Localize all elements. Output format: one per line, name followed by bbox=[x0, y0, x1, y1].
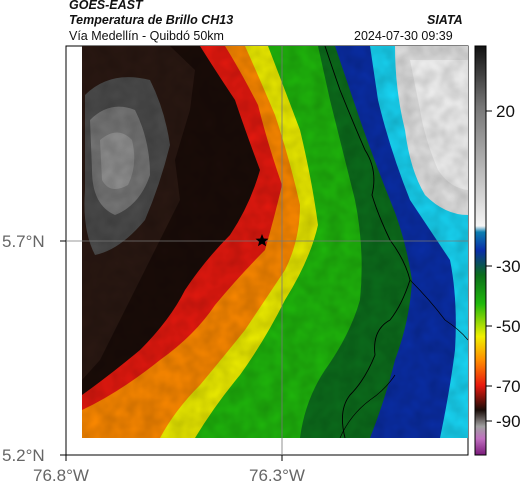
route-subtitle: Vía Medellín - Quibdó 50km bbox=[69, 29, 224, 43]
datetime-label: 2024-07-30 09:39 bbox=[354, 29, 453, 43]
lon-tick-2: 76.3°W bbox=[249, 466, 305, 485]
colorbar-label-minus50: -50 bbox=[496, 317, 521, 336]
star-marker bbox=[255, 234, 269, 247]
colorbar bbox=[474, 45, 487, 456]
lat-tick-2: 5.2°N bbox=[2, 446, 45, 465]
colorbar-label-20: 20 bbox=[496, 102, 515, 121]
colorbar-label-minus30: -30 bbox=[496, 257, 521, 276]
colorbar-label-minus90: -90 bbox=[496, 412, 521, 431]
colorbar-label-minus70: -70 bbox=[496, 377, 521, 396]
temperature-field bbox=[82, 46, 468, 438]
lat-tick-1: 5.7°N bbox=[2, 232, 45, 251]
agency-label: SIATA bbox=[427, 13, 463, 27]
product-title: Temperatura de Brillo CH13 bbox=[69, 13, 234, 27]
lon-tick-1: 76.8°W bbox=[33, 466, 89, 485]
satellite-title: GOES-EAST bbox=[69, 0, 143, 12]
